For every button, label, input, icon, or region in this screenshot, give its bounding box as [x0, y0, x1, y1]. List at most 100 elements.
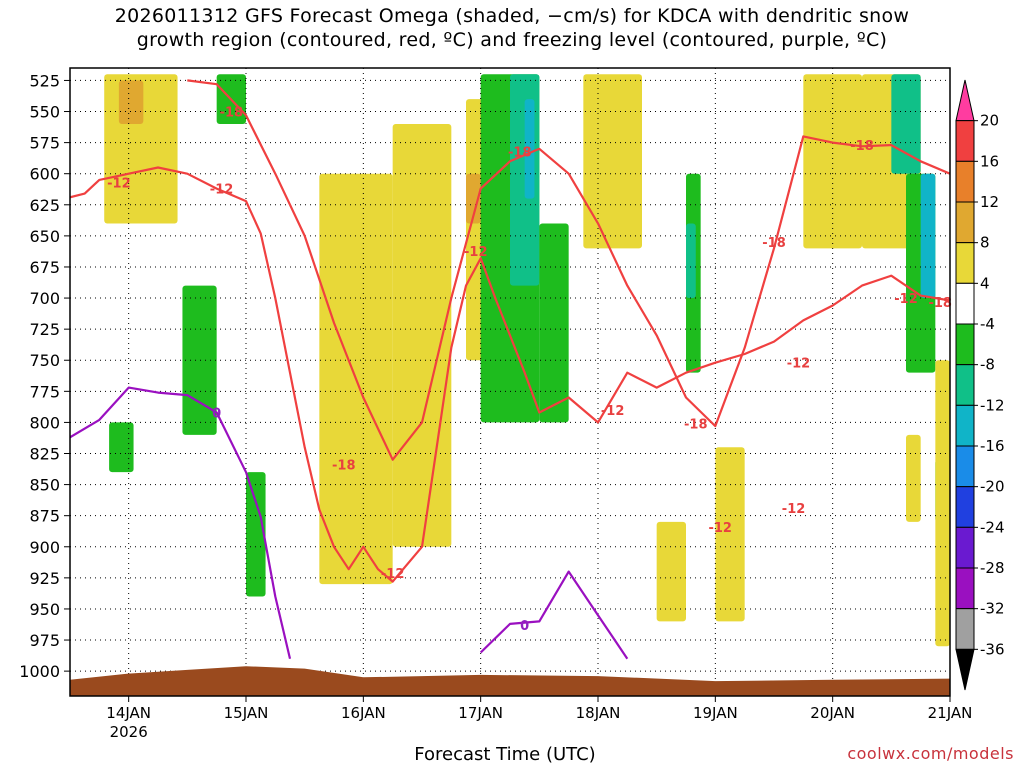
- colorbar-label-7: -12: [980, 396, 1005, 414]
- y-tick-label-7: 700: [29, 289, 60, 308]
- contour-label-13: -18: [850, 139, 874, 154]
- y-tick-label-2: 575: [29, 134, 60, 153]
- omega-region-14: [583, 74, 642, 249]
- contour-label-11: -12: [787, 357, 811, 372]
- contour-label-15: -18: [928, 296, 952, 311]
- y-tick-label-19: 1000: [19, 662, 60, 681]
- omega-region-17: [656, 521, 686, 622]
- contour-label-6: -18: [508, 145, 532, 160]
- grid: [70, 68, 951, 696]
- chart-title: 2026011312 GFS Forecast Omega (shaded, −…: [0, 4, 1024, 52]
- contour-label-16: 0: [212, 406, 221, 421]
- y-tick-label-5: 650: [29, 227, 60, 246]
- x-tick-sublabel-0: 2026: [110, 723, 148, 741]
- colorbar-bottom-triangle: [955, 648, 975, 691]
- colorbar-swatch-5: [955, 282, 975, 325]
- colorbar-swatch-12: [955, 567, 975, 610]
- y-tick-label-18: 975: [29, 631, 60, 650]
- y-tick-label-14: 875: [29, 507, 60, 526]
- terrain: [70, 666, 950, 696]
- omega-region-3: [109, 422, 134, 473]
- x-tick-label-0: 14JAN: [106, 704, 151, 722]
- contour-label-5: -12: [464, 245, 488, 260]
- x-tick-label-7: 21JAN: [928, 704, 973, 722]
- contour-label-10: -18: [762, 236, 786, 251]
- colorbar: 20 16 12 8 4 -4 -8 -12 -16 -20 -24 -28 -32 -36: [955, 79, 1005, 691]
- x-axis-label: Forecast Time (UTC): [414, 744, 596, 765]
- omega-region-5: [246, 472, 266, 597]
- contour-label-7: -12: [601, 404, 625, 419]
- colorbar-label-5: -4: [980, 315, 995, 333]
- contour-label-8: -18: [684, 418, 708, 433]
- contour-label-9: -12: [708, 521, 732, 536]
- omega-region-16: [686, 223, 696, 299]
- colorbar-swatch-11: [955, 526, 975, 569]
- colorbar-swatch-8: [955, 404, 975, 447]
- colorbar-label-10: -24: [980, 518, 1005, 536]
- plot-frame: [69, 67, 951, 697]
- freezing-level-contour: [70, 386, 292, 659]
- colorbar-label-2: 12: [980, 193, 999, 211]
- x-tick-label-5: 19JAN: [693, 704, 738, 722]
- contours: [70, 79, 950, 660]
- omega-region-23: [920, 173, 936, 299]
- omega-region-19: [803, 74, 862, 249]
- y-tick-label-6: 675: [29, 258, 60, 277]
- contour-label-3: -18: [332, 459, 356, 474]
- contour-label-12: -12: [782, 502, 806, 517]
- y-tick-label-16: 925: [29, 569, 60, 588]
- colorbar-label-0: 20: [980, 112, 999, 130]
- y-tick-label-10: 775: [29, 382, 60, 401]
- dgz-contour-minus12: [70, 166, 950, 583]
- colorbar-label-13: -36: [980, 640, 1005, 658]
- colorbar-label-11: -28: [980, 559, 1005, 577]
- colorbar-label-3: 8: [980, 234, 990, 252]
- terrain-fill: [70, 666, 950, 696]
- y-tick-label-11: 800: [29, 413, 60, 432]
- chart-title-line2: growth region (contoured, red, ºC) and f…: [136, 29, 888, 51]
- y-tick-label-13: 850: [29, 476, 60, 495]
- colorbar-label-4: 4: [980, 274, 990, 292]
- colorbar-swatch-6: [955, 323, 975, 366]
- contour-label-17: 0: [520, 619, 529, 634]
- x-tick-label-3: 17JAN: [458, 704, 503, 722]
- omega-region-9: [466, 173, 481, 224]
- colorbar-swatch-1: [955, 120, 975, 162]
- contour-labels: -12-18-12-18-12-12-18-12-18-12-18-12-12-…: [107, 106, 952, 635]
- colorbar-swatch-2: [955, 160, 975, 203]
- colorbar-label-12: -32: [980, 600, 1005, 618]
- colorbar-label-8: -16: [980, 437, 1005, 455]
- contour-label-4: -12: [381, 567, 405, 582]
- omega-region-18: [715, 447, 745, 622]
- y-tick-label-12: 825: [29, 445, 60, 464]
- colorbar-swatch-4: [955, 242, 975, 284]
- colorbar-swatch-9: [955, 445, 975, 488]
- y-tick-label-4: 625: [29, 196, 60, 215]
- colorbar-label-6: -8: [980, 356, 995, 374]
- contour-label-1: -18: [220, 106, 244, 121]
- x-tick-label-2: 16JAN: [341, 704, 386, 722]
- colorbar-swatch-13: [955, 608, 975, 650]
- omega-region-11: [510, 74, 540, 286]
- y-tick-label-15: 900: [29, 538, 60, 557]
- omega-region-1: [118, 80, 144, 124]
- y-tick-label-8: 725: [29, 320, 60, 339]
- colorbar-swatch-3: [955, 201, 975, 244]
- contour-label-14: -12: [894, 292, 918, 307]
- x-tick-label-4: 18JAN: [576, 704, 621, 722]
- y-tick-label-9: 750: [29, 351, 60, 370]
- dgz-contour-minus18: [187, 79, 950, 461]
- colorbar-label-1: 16: [980, 152, 999, 170]
- colorbar-top-triangle: [955, 79, 975, 122]
- x-tick-label-6: 20JAN: [810, 704, 855, 722]
- y-tick-label-1: 550: [29, 103, 60, 122]
- omega-region-13: [539, 223, 569, 423]
- freezing-level-contour-2: [479, 570, 629, 660]
- y-tick-label-17: 950: [29, 600, 60, 619]
- x-tick-label-1: 15JAN: [224, 704, 269, 722]
- colorbar-label-9: -20: [980, 478, 1005, 496]
- credit-link[interactable]: coolwx.com/models: [847, 744, 1014, 763]
- chart-title-line1: 2026011312 GFS Forecast Omega (shaded, −…: [114, 5, 910, 27]
